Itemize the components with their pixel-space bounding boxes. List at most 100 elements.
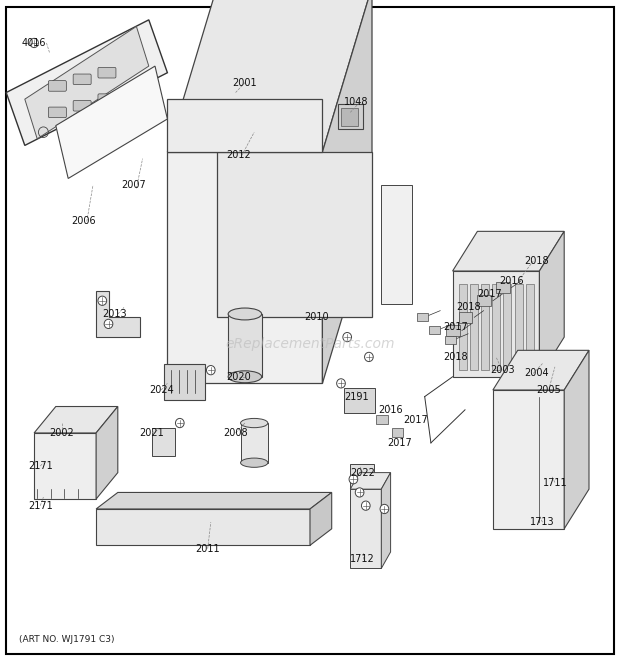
Bar — [496, 282, 510, 293]
Bar — [152, 428, 175, 456]
Ellipse shape — [241, 458, 268, 467]
Text: 2017: 2017 — [443, 322, 468, 332]
Bar — [344, 388, 375, 413]
Polygon shape — [493, 350, 589, 390]
Text: 2017: 2017 — [477, 289, 502, 299]
Text: 2024: 2024 — [149, 385, 174, 395]
Polygon shape — [167, 99, 322, 152]
Bar — [459, 284, 467, 370]
Ellipse shape — [241, 418, 268, 428]
Text: 2006: 2006 — [71, 216, 96, 227]
Bar — [492, 284, 500, 370]
Polygon shape — [350, 489, 381, 568]
Bar — [392, 428, 403, 437]
Bar — [164, 364, 205, 400]
FancyBboxPatch shape — [73, 74, 91, 85]
Text: 2017: 2017 — [388, 438, 412, 448]
Circle shape — [365, 352, 373, 362]
Text: (ART NO. WJ1791 C3): (ART NO. WJ1791 C3) — [19, 635, 114, 644]
Polygon shape — [310, 492, 332, 545]
Text: 2011: 2011 — [195, 543, 220, 554]
Text: 2191: 2191 — [344, 391, 369, 402]
Bar — [459, 312, 472, 323]
Polygon shape — [322, 0, 372, 383]
Polygon shape — [453, 271, 539, 377]
Text: 2003: 2003 — [490, 365, 515, 375]
Bar — [376, 415, 388, 424]
Text: 2020: 2020 — [226, 371, 251, 382]
Bar — [503, 284, 512, 370]
Bar — [241, 423, 268, 463]
Bar — [481, 284, 489, 370]
Polygon shape — [6, 20, 167, 145]
Circle shape — [349, 475, 358, 484]
Bar — [446, 325, 460, 336]
FancyBboxPatch shape — [98, 94, 116, 104]
Polygon shape — [96, 407, 118, 499]
Ellipse shape — [228, 308, 262, 320]
Text: 2010: 2010 — [304, 312, 329, 323]
Polygon shape — [167, 0, 372, 152]
Polygon shape — [25, 26, 149, 139]
Circle shape — [355, 488, 364, 497]
Text: 2018: 2018 — [443, 352, 468, 362]
Circle shape — [337, 379, 345, 388]
Text: 1048: 1048 — [344, 97, 369, 108]
Text: 2018: 2018 — [524, 256, 549, 266]
Bar — [445, 336, 456, 344]
Polygon shape — [96, 509, 310, 545]
Bar — [526, 284, 534, 370]
Polygon shape — [493, 390, 564, 529]
Circle shape — [104, 319, 113, 329]
Polygon shape — [34, 433, 96, 499]
FancyBboxPatch shape — [48, 107, 66, 118]
FancyBboxPatch shape — [73, 100, 91, 111]
Text: 2016: 2016 — [499, 276, 524, 286]
Polygon shape — [564, 350, 589, 529]
Text: 1713: 1713 — [530, 517, 555, 527]
Text: 2171: 2171 — [28, 461, 53, 471]
Bar — [470, 284, 478, 370]
Text: 2016: 2016 — [378, 405, 403, 415]
Bar — [515, 284, 523, 370]
Polygon shape — [34, 407, 118, 433]
FancyBboxPatch shape — [48, 81, 66, 91]
Polygon shape — [96, 291, 140, 337]
Bar — [381, 185, 412, 304]
Bar — [341, 108, 358, 126]
Ellipse shape — [228, 371, 262, 383]
Text: 2005: 2005 — [536, 385, 561, 395]
Circle shape — [343, 332, 352, 342]
Bar — [228, 314, 262, 377]
Text: 2004: 2004 — [524, 368, 549, 379]
Text: eReplacementParts.com: eReplacementParts.com — [225, 336, 395, 351]
Circle shape — [175, 418, 184, 428]
Circle shape — [98, 296, 107, 305]
Bar — [429, 326, 440, 334]
Polygon shape — [453, 231, 564, 271]
Polygon shape — [96, 492, 332, 509]
Text: 2002: 2002 — [50, 428, 74, 438]
Text: 2008: 2008 — [223, 428, 248, 438]
Text: 2018: 2018 — [456, 302, 480, 313]
FancyBboxPatch shape — [98, 67, 116, 78]
Text: 4016: 4016 — [22, 38, 46, 48]
Text: 2022: 2022 — [350, 467, 375, 478]
Text: 1712: 1712 — [350, 553, 375, 564]
Bar — [338, 104, 363, 129]
Text: 2017: 2017 — [403, 414, 428, 425]
Bar — [417, 313, 428, 321]
Text: 2021: 2021 — [140, 428, 164, 438]
Polygon shape — [381, 473, 391, 568]
Text: 2007: 2007 — [121, 180, 146, 190]
Text: 2171: 2171 — [28, 500, 53, 511]
Polygon shape — [56, 66, 167, 178]
Text: 2001: 2001 — [232, 77, 257, 88]
Polygon shape — [350, 473, 391, 489]
Polygon shape — [167, 152, 322, 383]
Circle shape — [30, 38, 38, 48]
Circle shape — [206, 366, 215, 375]
Bar — [477, 295, 491, 306]
Polygon shape — [217, 152, 372, 317]
Text: 1711: 1711 — [542, 477, 567, 488]
